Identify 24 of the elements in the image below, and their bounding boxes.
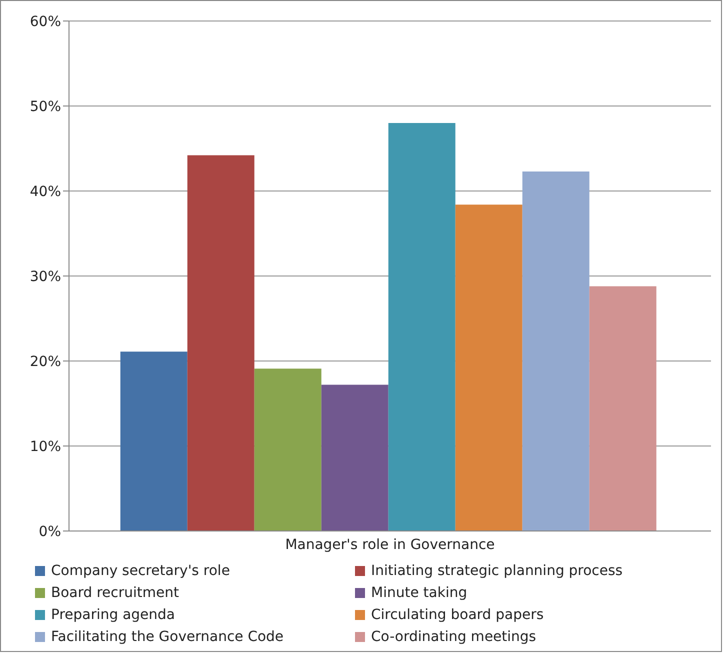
bar (321, 384, 388, 531)
y-tick-label: 10% (30, 438, 61, 455)
x-tick-label: Manager's role in Governance (285, 536, 495, 553)
y-tick-label: 60% (30, 14, 61, 30)
legend-label: Company secretary's role (51, 563, 230, 579)
legend-label: Initiating strategic planning process (371, 563, 623, 579)
y-tick-label: 30% (30, 268, 61, 285)
bar (254, 368, 322, 531)
bar (455, 204, 522, 531)
legend-label: Minute taking (371, 585, 468, 601)
bar (120, 352, 188, 531)
y-tick-label: 40% (30, 184, 61, 200)
y-tick-label: 0% (38, 524, 61, 540)
y-tick-label: 50% (30, 98, 61, 115)
legend-label: Co-ordinating meetings (371, 629, 536, 645)
bar (522, 171, 590, 531)
legend-label: Preparing agenda (51, 607, 175, 623)
legend-label: Facilitating the Governance Code (51, 629, 284, 645)
legend-label: Board recruitment (51, 585, 179, 601)
legend-label: Circulating board papers (371, 607, 544, 623)
bar (388, 123, 456, 531)
bar (187, 155, 254, 531)
y-tick-label: 20% (30, 354, 61, 370)
bar (589, 286, 656, 531)
